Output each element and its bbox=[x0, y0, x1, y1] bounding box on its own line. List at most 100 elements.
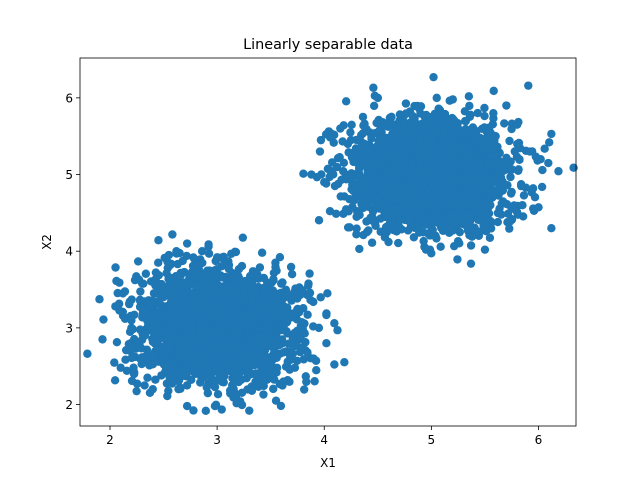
data-point-cluster-1 bbox=[137, 279, 147, 288]
data-point-cluster-1 bbox=[140, 331, 150, 340]
data-point-cluster-1 bbox=[316, 293, 325, 302]
data-point-cluster-1 bbox=[213, 327, 222, 337]
data-point-cluster-1 bbox=[301, 372, 311, 381]
data-point-cluster-1 bbox=[287, 270, 297, 279]
data-point-cluster-1 bbox=[166, 260, 175, 270]
data-point-cluster-2 bbox=[375, 125, 384, 135]
data-point-cluster-1 bbox=[209, 339, 218, 348]
data-point-cluster-1 bbox=[248, 321, 257, 330]
data-point-cluster-1 bbox=[167, 285, 177, 295]
data-point-cluster-1 bbox=[256, 360, 265, 369]
data-point-cluster-2 bbox=[480, 103, 489, 113]
data-point-cluster-1 bbox=[176, 271, 185, 280]
data-point-cluster-1 bbox=[111, 302, 120, 311]
data-point-cluster-1 bbox=[234, 316, 243, 325]
data-point-cluster-1 bbox=[210, 302, 220, 312]
data-point-cluster-1 bbox=[299, 355, 308, 364]
data-point-cluster-1 bbox=[187, 326, 196, 335]
data-point-cluster-1 bbox=[111, 263, 120, 272]
data-point-cluster-1 bbox=[272, 368, 281, 377]
data-point-cluster-1 bbox=[127, 323, 136, 333]
data-point-cluster-2 bbox=[345, 223, 354, 232]
data-point-cluster-1 bbox=[178, 256, 187, 266]
data-point-cluster-1 bbox=[172, 247, 181, 256]
data-point-cluster-1 bbox=[245, 370, 255, 379]
data-point-cluster-1 bbox=[211, 346, 221, 356]
data-point-cluster-1 bbox=[129, 363, 138, 372]
data-point-cluster-1 bbox=[323, 289, 332, 298]
data-point-cluster-1 bbox=[298, 325, 308, 334]
data-point-cluster-1 bbox=[175, 383, 185, 392]
data-point-cluster-1 bbox=[95, 295, 104, 304]
data-point-cluster-1 bbox=[178, 307, 188, 316]
data-point-cluster-1 bbox=[127, 353, 136, 363]
data-point-cluster-1 bbox=[223, 346, 233, 356]
data-point-cluster-1 bbox=[268, 286, 278, 295]
data-point-cluster-1 bbox=[259, 381, 268, 391]
data-point-cluster-2 bbox=[394, 238, 403, 248]
data-point-cluster-2 bbox=[538, 165, 547, 175]
data-point-cluster-1 bbox=[286, 262, 296, 272]
data-point-cluster-2 bbox=[369, 83, 378, 92]
data-point-cluster-1 bbox=[112, 276, 121, 286]
data-point-cluster-1 bbox=[166, 273, 175, 283]
data-point-cluster-1 bbox=[135, 354, 145, 363]
data-point-cluster-1 bbox=[220, 259, 230, 268]
data-point-cluster-1 bbox=[303, 348, 312, 357]
data-point-cluster-1 bbox=[133, 257, 143, 266]
data-point-cluster-1 bbox=[306, 295, 315, 305]
data-point-cluster-2 bbox=[376, 214, 385, 223]
data-point-cluster-1 bbox=[238, 233, 248, 242]
data-points bbox=[83, 72, 578, 416]
data-point-cluster-2 bbox=[360, 139, 369, 149]
data-point-cluster-1 bbox=[333, 326, 342, 335]
data-point-cluster-1 bbox=[297, 318, 307, 327]
data-point-cluster-1 bbox=[322, 310, 331, 320]
data-point-cluster-1 bbox=[234, 343, 243, 352]
data-point-cluster-1 bbox=[206, 370, 216, 380]
data-point-cluster-1 bbox=[248, 298, 257, 307]
data-point-cluster-1 bbox=[182, 401, 192, 411]
data-point-cluster-2 bbox=[344, 148, 353, 157]
data-point-cluster-1 bbox=[259, 390, 268, 399]
data-point-cluster-1 bbox=[186, 294, 196, 304]
data-point-cluster-1 bbox=[141, 307, 151, 316]
data-point-cluster-2 bbox=[453, 209, 463, 218]
data-point-cluster-1 bbox=[272, 305, 281, 314]
data-point-cluster-2 bbox=[493, 208, 503, 218]
data-point-cluster-1 bbox=[226, 316, 236, 325]
data-point-cluster-1 bbox=[239, 296, 249, 306]
data-point-cluster-1 bbox=[154, 258, 163, 267]
data-point-cluster-2 bbox=[514, 138, 524, 148]
data-point-cluster-1 bbox=[192, 341, 202, 350]
data-point-cluster-1 bbox=[110, 358, 119, 367]
data-point-cluster-1 bbox=[262, 298, 271, 307]
data-point-cluster-1 bbox=[299, 385, 309, 394]
data-point-cluster-1 bbox=[257, 248, 267, 257]
data-point-cluster-2 bbox=[341, 97, 351, 106]
data-point-cluster-1 bbox=[303, 281, 313, 290]
data-point-cluster-1 bbox=[196, 293, 206, 302]
data-point-cluster-1 bbox=[141, 269, 151, 278]
data-point-cluster-1 bbox=[99, 315, 108, 324]
data-point-cluster-1 bbox=[254, 274, 263, 283]
data-point-cluster-2 bbox=[475, 227, 485, 236]
data-point-cluster-1 bbox=[210, 401, 220, 411]
data-point-cluster-1 bbox=[202, 383, 211, 392]
data-point-cluster-1 bbox=[167, 379, 177, 388]
data-point-cluster-1 bbox=[269, 275, 278, 284]
data-point-cluster-1 bbox=[193, 308, 202, 317]
data-point-cluster-2 bbox=[362, 124, 371, 134]
data-point-cluster-2 bbox=[369, 101, 379, 111]
data-point-cluster-1 bbox=[330, 319, 339, 328]
data-point-cluster-1 bbox=[168, 230, 177, 239]
data-point-cluster-1 bbox=[136, 287, 145, 296]
data-point-cluster-1 bbox=[200, 348, 210, 357]
data-point-cluster-1 bbox=[124, 339, 134, 349]
data-point-cluster-2 bbox=[463, 210, 473, 220]
data-point-cluster-2 bbox=[503, 180, 512, 190]
data-point-cluster-1 bbox=[148, 360, 158, 369]
data-point-cluster-2 bbox=[345, 194, 354, 204]
data-point-cluster-2 bbox=[497, 159, 507, 168]
